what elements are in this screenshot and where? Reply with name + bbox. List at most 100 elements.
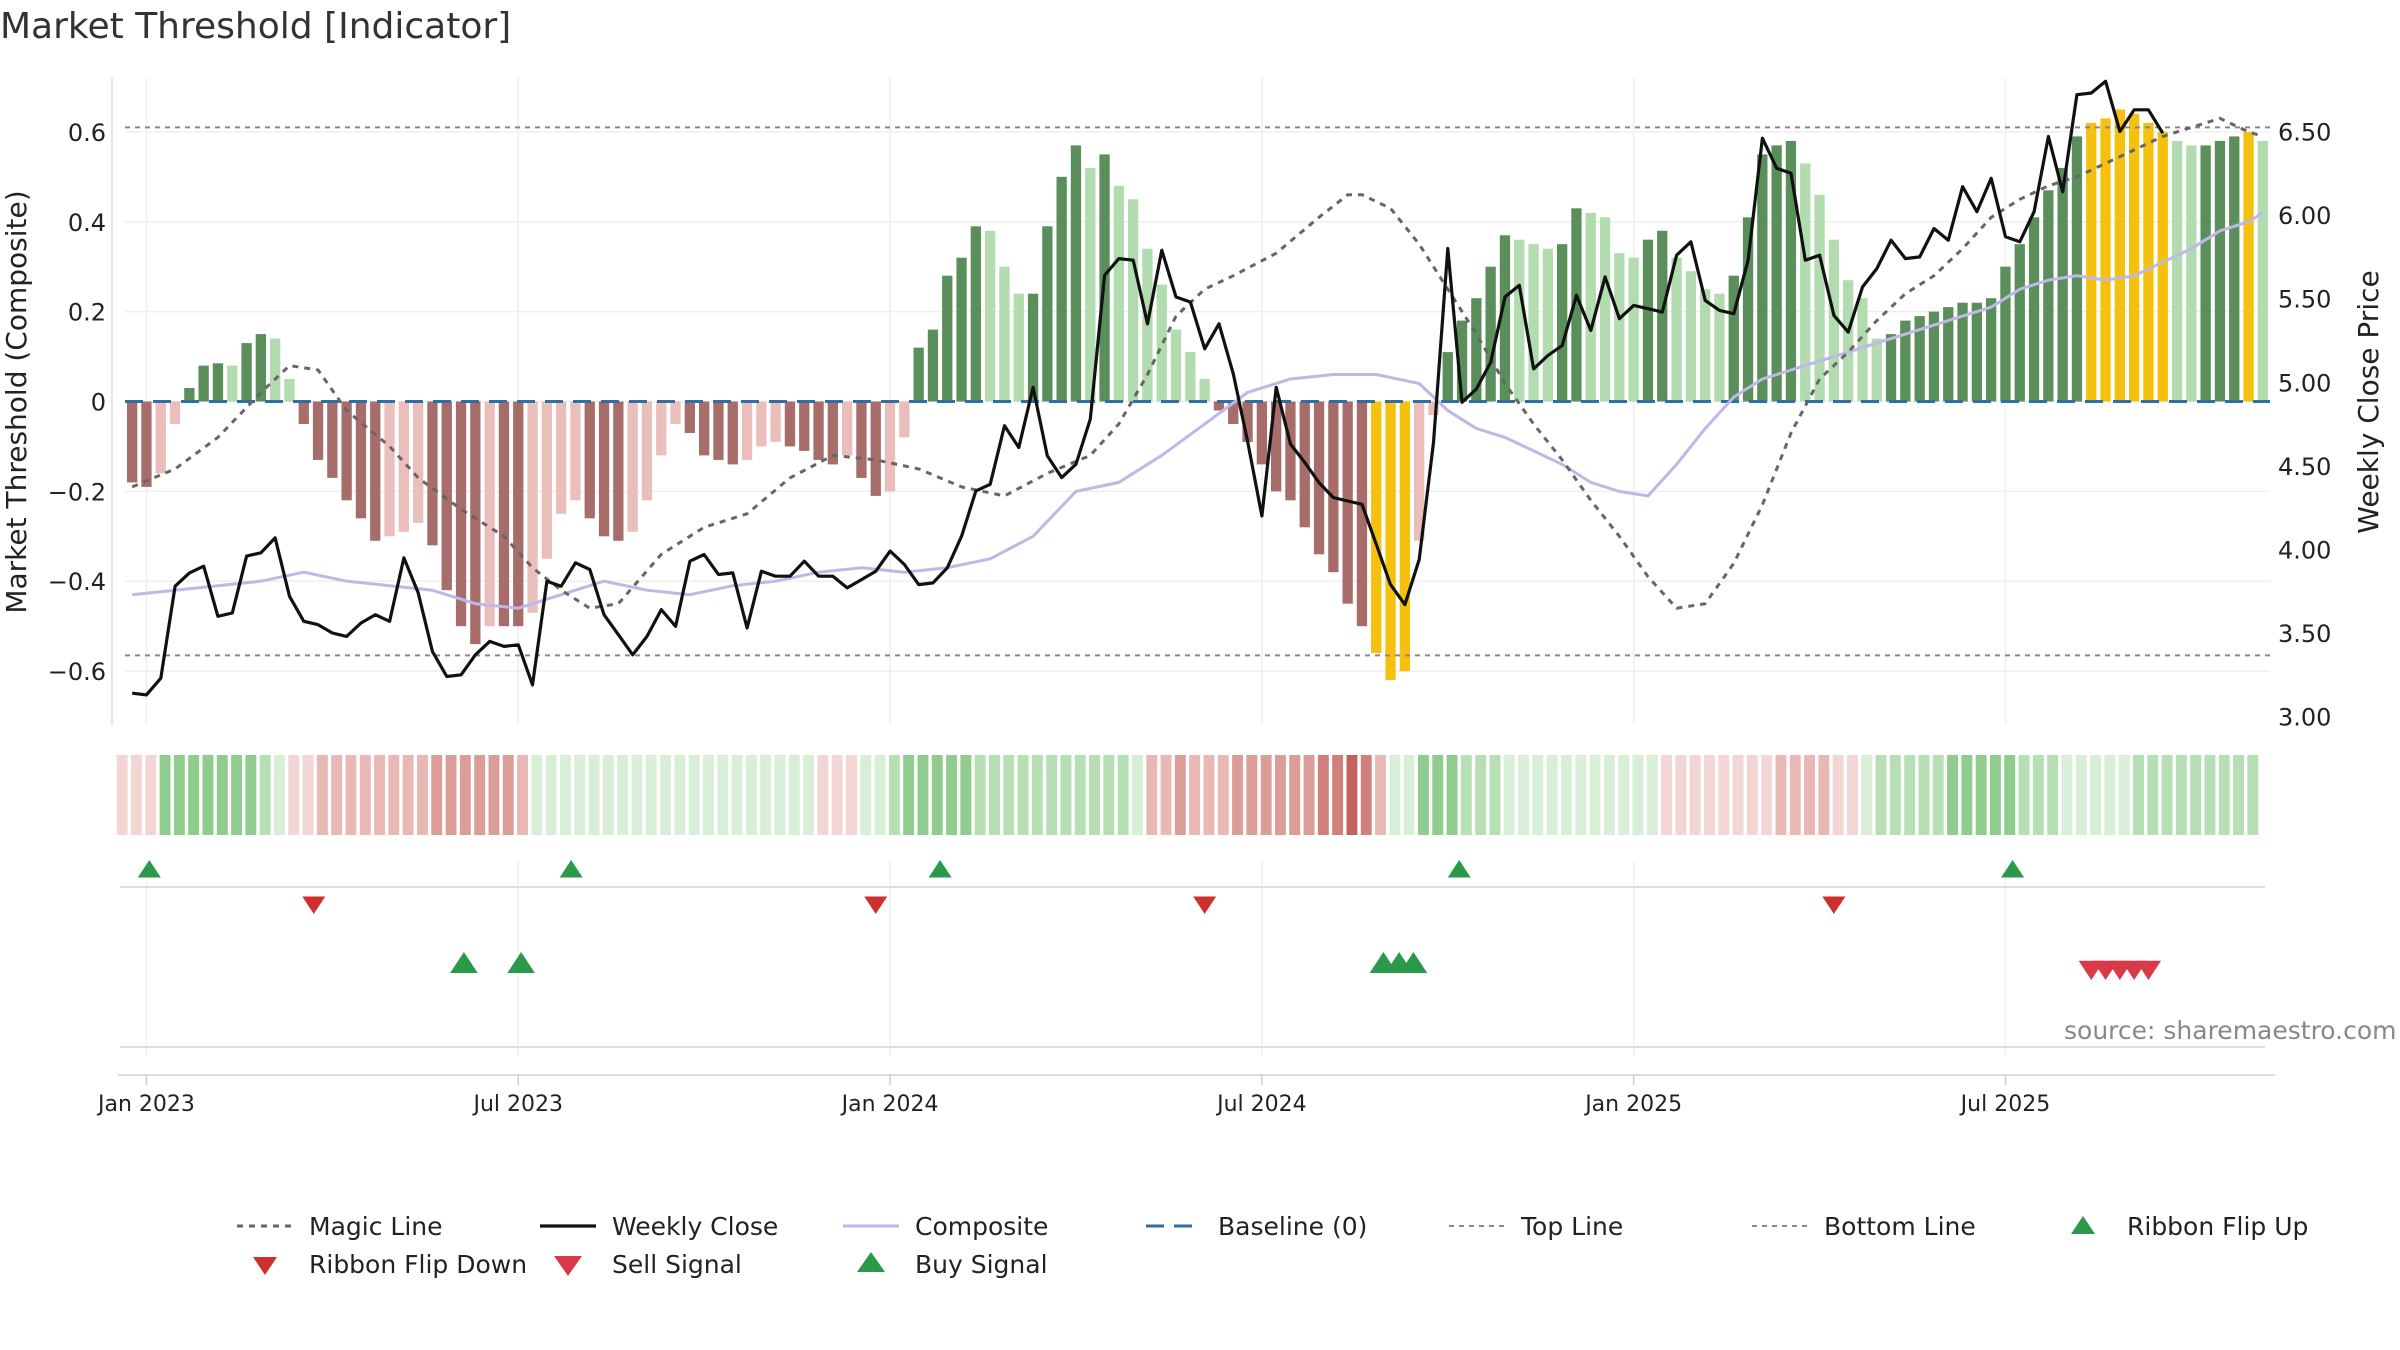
right-tick-label: 3.50 <box>2278 620 2331 648</box>
composite-bar <box>1928 311 1940 402</box>
composite-bar <box>870 401 881 496</box>
composite-bar <box>1399 401 1410 672</box>
legend-item: Magic Line <box>237 1212 443 1241</box>
ribbon-cell <box>274 755 285 835</box>
buy-signal-marker <box>507 952 535 973</box>
composite-bar <box>713 401 724 460</box>
composite-bar <box>1485 266 1496 402</box>
right-tick-label: 5.50 <box>2278 286 2331 314</box>
ribbon-cell <box>1832 755 1844 835</box>
ribbon-cell <box>2218 755 2230 835</box>
legend-label: Magic Line <box>309 1212 443 1241</box>
ribbon-flip-up-marker <box>559 860 583 878</box>
legend-buy-swatch <box>857 1252 885 1272</box>
ribbon-cell <box>946 755 957 835</box>
ribbon-cell <box>874 755 886 835</box>
composite-bar <box>556 401 567 514</box>
composite-bar <box>1042 226 1053 402</box>
composite-bar <box>1728 275 1739 402</box>
ribbon-cell <box>2204 755 2216 835</box>
ribbon-cell <box>931 755 943 835</box>
legend-item: Top Line <box>1449 1212 1623 1241</box>
left-tick-label: 0.4 <box>68 209 106 237</box>
composite-bar <box>1514 239 1525 402</box>
ribbon-cell <box>116 755 128 835</box>
composite-bar <box>513 401 524 627</box>
ribbon-cell <box>1217 755 1229 835</box>
composite-bar <box>770 401 781 442</box>
ribbon-cell <box>1346 755 1358 835</box>
right-tick-label: 5.00 <box>2278 369 2331 397</box>
composite-bar <box>2057 167 2068 402</box>
ribbon-cell <box>1074 755 1086 835</box>
composite-bar <box>1228 401 1239 424</box>
composite-bar <box>1085 167 1096 402</box>
ribbon-cell <box>2018 755 2030 835</box>
composite-bar <box>1456 320 1468 402</box>
left-axis-label: Market Threshold (Composite) <box>0 190 33 613</box>
ribbon-cell <box>1618 755 1630 835</box>
ribbon-cell <box>1689 755 1701 835</box>
composite-bar <box>684 401 695 433</box>
ribbon-cell <box>1732 755 1744 835</box>
legend-label: Composite <box>915 1212 1048 1241</box>
legend-item: Composite <box>843 1212 1048 1241</box>
composite-bar <box>1843 280 1854 402</box>
composite-bar <box>942 275 953 402</box>
ribbon-flip-down-marker <box>864 896 888 914</box>
ribbon-cell <box>1718 755 1730 835</box>
composite-bar <box>298 401 309 424</box>
ribbon-cell <box>846 755 857 835</box>
ribbon-cell <box>1246 755 1258 835</box>
composite-bar <box>656 401 667 456</box>
ribbon-cell <box>631 755 643 835</box>
ribbon-cell <box>245 755 257 835</box>
ribbon-flip-down-marker <box>1193 896 1217 914</box>
ribbon-cell <box>645 755 657 835</box>
ribbon-cell <box>1861 755 1873 835</box>
ribbon-cell <box>588 755 600 835</box>
ribbon-cell <box>1532 755 1544 835</box>
ribbon-cell <box>1546 755 1558 835</box>
buy-signal-marker <box>450 952 478 973</box>
legend-item: Buy Signal <box>857 1250 1048 1279</box>
ribbon-cell <box>803 755 814 835</box>
composite-bar <box>1113 185 1124 402</box>
ribbon-cell <box>831 755 843 835</box>
ribbon-cell <box>1260 755 1272 835</box>
composite-bar <box>2014 244 2025 402</box>
composite-bar <box>1914 316 1925 402</box>
ribbon-cell <box>1775 755 1787 835</box>
ribbon-cell <box>1947 755 1958 835</box>
composite-bar <box>1414 401 1425 541</box>
composite-bar <box>1542 248 1553 402</box>
ribbon-cell <box>188 755 200 835</box>
composite-bar <box>327 401 338 478</box>
composite-bar <box>1213 401 1225 411</box>
legend-item: Weekly Close <box>540 1212 778 1241</box>
ribbon-cell <box>1475 755 1487 835</box>
ribbon-cell <box>445 755 457 835</box>
composite-bar <box>241 343 252 402</box>
ribbon-cell <box>173 755 185 835</box>
ribbon-cell <box>660 755 671 835</box>
composite-bar <box>613 401 624 541</box>
ribbon-cell <box>1575 755 1587 835</box>
legend-label: Baseline (0) <box>1218 1212 1367 1241</box>
composite-bar <box>1857 298 1868 402</box>
legend-item: Baseline (0) <box>1146 1212 1367 1241</box>
ribbon-cell <box>474 755 486 835</box>
composite-bar <box>470 401 481 645</box>
composite-bar <box>1557 244 1568 402</box>
x-tick-label: Jul 2024 <box>1215 1092 1307 1117</box>
composite-bar <box>1070 145 1082 402</box>
composite-bar <box>1714 293 1725 402</box>
composite-bar <box>541 401 552 559</box>
composite-bar <box>1657 230 1668 402</box>
x-tick-label: Jul 2025 <box>1959 1092 2051 1117</box>
ribbon-cell <box>1146 755 1158 835</box>
composite-bar <box>1957 302 1968 402</box>
ribbon-cell <box>888 755 900 835</box>
composite-bar <box>413 401 424 523</box>
ribbon-cell <box>1189 755 1201 835</box>
